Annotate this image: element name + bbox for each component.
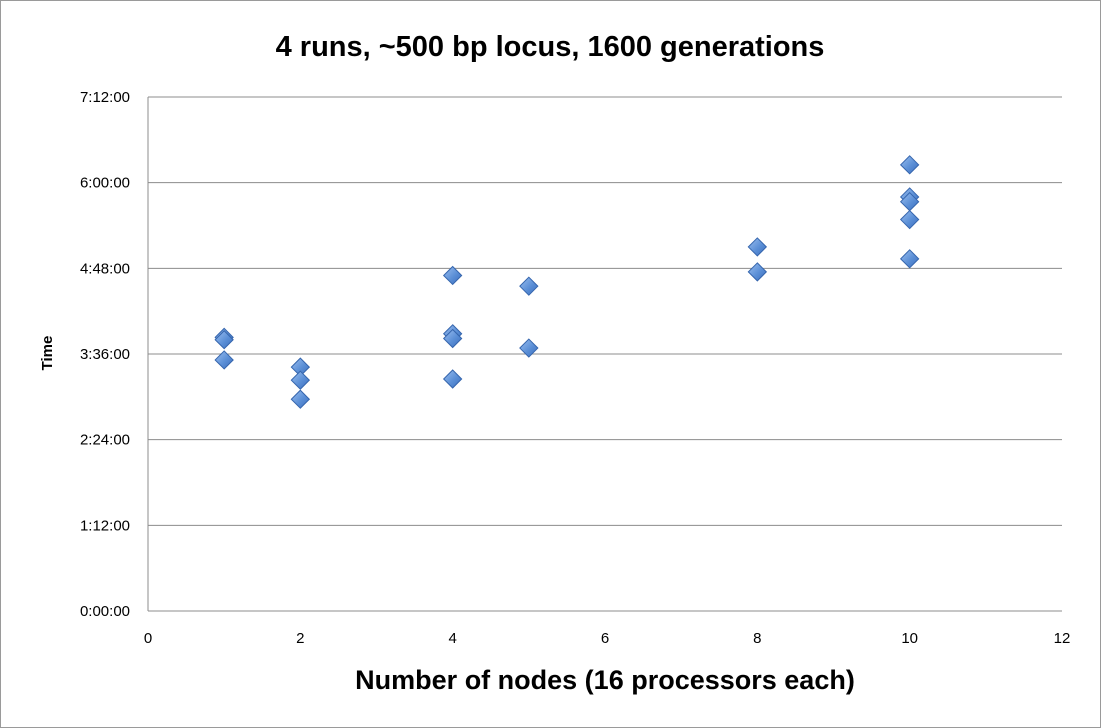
x-tick-label: 4 (448, 630, 456, 647)
x-tick-label: 8 (753, 630, 761, 647)
x-axis-label: Number of nodes (16 processors each) (355, 665, 855, 695)
data-point (442, 328, 463, 349)
data-point (747, 262, 768, 282)
x-tick-label: 12 (1054, 630, 1071, 647)
data-point (442, 265, 463, 286)
data-point (290, 370, 311, 390)
x-tick-label: 6 (601, 630, 609, 647)
y-tick-label: 7:12:00 (80, 89, 130, 106)
gridlines (147, 96, 1062, 612)
data-point (442, 369, 463, 389)
y-tick-label: 3:36:00 (80, 346, 130, 363)
x-tick-label: 0 (144, 630, 152, 647)
data-point (519, 338, 539, 358)
y-tick-label: 6:00:00 (80, 175, 130, 192)
y-tick-label: 2:24:00 (80, 432, 130, 449)
y-tick-labels: 0:00:00 1:12:00 2:24:00 3:36:00 4:48:00 6:00:… (80, 89, 130, 620)
data-point (214, 330, 234, 350)
y-tick-label: 4:48:00 (80, 260, 130, 277)
x-tick-label: 10 (901, 630, 918, 647)
y-axis-label: Time (39, 336, 56, 371)
data-point (899, 155, 920, 175)
data-point (899, 209, 920, 230)
data-point (214, 350, 234, 370)
chart-title: 4 runs, ~500 bp locus, 1600 generations (276, 31, 825, 63)
x-tick-labels: 0 2 4 6 8 10 12 (144, 630, 1071, 647)
data-point (290, 389, 311, 409)
data-point (899, 249, 920, 269)
y-tick-label: 0:00:00 (80, 603, 130, 620)
x-tick-label: 2 (296, 630, 304, 647)
data-points (214, 155, 920, 409)
data-point (747, 237, 768, 257)
y-tick-label: 1:12:00 (80, 517, 130, 534)
data-point (519, 276, 539, 296)
